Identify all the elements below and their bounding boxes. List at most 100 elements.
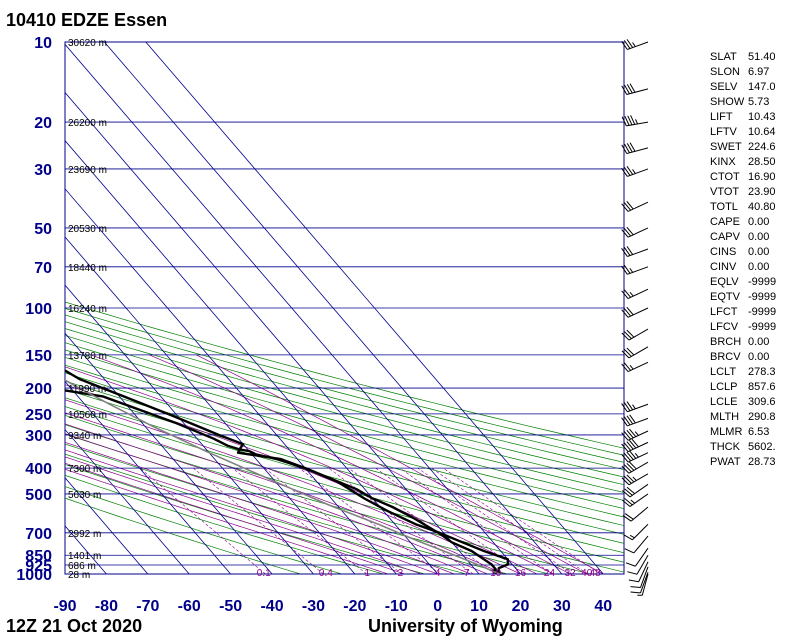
wind-barb-flag	[625, 562, 636, 567]
wind-barb-flag	[629, 267, 634, 273]
index-key: CTOT	[710, 171, 740, 183]
index-row: KINX 28.50	[710, 155, 776, 170]
wind-barb-flag	[623, 442, 632, 451]
temperature-tick-label: -70	[136, 598, 159, 615]
wind-barb-staff	[630, 506, 649, 522]
index-key: MLMR	[710, 426, 743, 438]
wind-barb	[622, 506, 649, 522]
wind-barb-flag	[623, 362, 632, 371]
wind-barb-flag	[631, 438, 639, 448]
wind-barb	[625, 547, 649, 567]
mixing-ratio-label: 0.4	[319, 568, 333, 579]
wind-barb-staff	[627, 168, 649, 177]
dry-adiabat	[65, 380, 624, 535]
wind-barb-flag	[630, 591, 641, 594]
wind-barb-flag	[624, 548, 635, 554]
wind-barb-flag	[623, 289, 632, 298]
index-key: KINX	[710, 156, 736, 168]
index-row: SLAT 51.40	[710, 50, 776, 65]
index-value: 147.0	[748, 81, 776, 93]
wind-barb-flag	[621, 167, 628, 177]
dry-adiabat	[65, 301, 624, 449]
temperature-tick-label: 0	[433, 598, 442, 615]
isotherm-line	[65, 332, 273, 574]
wind-barb-flag	[626, 415, 634, 425]
wind-barb-staff	[632, 523, 649, 541]
wind-barb-flag	[621, 477, 630, 486]
wind-barb-flag	[634, 431, 639, 436]
index-key: LFCT	[710, 306, 738, 318]
wind-barb	[627, 554, 649, 575]
wind-barb-flag	[623, 166, 631, 176]
index-row: MLTH 290.8	[710, 410, 776, 425]
wind-barb-flag	[624, 513, 634, 520]
wind-barb-staff	[627, 266, 649, 275]
index-value: 5.73	[748, 96, 770, 108]
index-key: LIFT	[710, 111, 733, 123]
dewpoint-trace	[65, 389, 501, 574]
isotherm-line	[65, 477, 149, 574]
wind-barb-flag	[624, 488, 633, 496]
wind-barb-flag	[629, 534, 635, 539]
wind-barb-flag	[621, 85, 628, 95]
wind-barb-flag	[629, 428, 637, 437]
wind-barb-flag	[626, 166, 634, 175]
wind-barb-flag	[621, 248, 628, 257]
wind-barb-flag	[624, 84, 630, 95]
moist-adiabat	[65, 441, 455, 574]
wind-barb-staff	[627, 288, 649, 299]
index-value: 16.90	[748, 171, 776, 183]
wind-barb-staff	[628, 346, 649, 359]
observation-time: 12Z 21 Oct 2020	[6, 616, 143, 636]
temperature-tick-label: 40	[594, 598, 612, 615]
wind-barb	[621, 401, 649, 413]
wind-barb	[621, 115, 649, 127]
moist-adiabat	[90, 354, 571, 574]
moist-adiabat	[65, 468, 389, 574]
wind-barb-flag	[623, 431, 632, 440]
wind-barb-flag	[623, 402, 631, 412]
wind-barb-staff	[628, 473, 649, 486]
wind-barb-staff	[640, 566, 649, 588]
wind-barb-staff	[627, 41, 649, 50]
dry-adiabat	[65, 486, 342, 574]
wind-barb-flag	[628, 461, 637, 470]
height-label: 5630 m	[68, 490, 101, 501]
index-row: PWAT 28.73	[710, 455, 776, 470]
wind-barb	[621, 39, 649, 50]
index-row: SELV 147.0	[710, 80, 776, 95]
height-label: 13780 m	[68, 351, 107, 362]
wind-barb-flag	[629, 83, 636, 93]
pressure-tick-label: 10	[34, 35, 52, 52]
index-key: LCLE	[710, 396, 738, 408]
wind-barb	[621, 246, 649, 257]
moist-adiabat	[65, 449, 438, 574]
wind-barb-flag	[626, 462, 635, 471]
index-row: SHOW 5.73	[710, 95, 776, 110]
wind-barb	[621, 361, 649, 373]
pressure-tick-label: 500	[25, 487, 52, 504]
pressure-tick-label: 700	[25, 526, 52, 543]
wind-barb-flag	[629, 450, 637, 459]
stability-indices: SLAT 51.40 SLON 6.97 SELV 147.0 SHOW 5.73 LIFT 10…	[710, 50, 776, 470]
wind-barb-flag	[626, 347, 635, 356]
mixing-ratio-label: 0.1	[257, 568, 271, 579]
height-label: 26200 m	[68, 118, 107, 129]
index-key: SLON	[710, 66, 740, 78]
index-row: LCLP 857.6	[710, 380, 776, 395]
wind-barb-flag	[627, 115, 633, 126]
wind-barb-flag	[632, 476, 637, 481]
dry-adiabat	[65, 424, 591, 574]
index-value: 5602.	[748, 441, 776, 453]
index-row: SLON 6.97	[710, 65, 776, 80]
index-value: -9999	[748, 276, 777, 288]
wind-barb-staff	[627, 361, 649, 373]
index-value: 309.6	[748, 396, 776, 408]
dry-adiabat	[65, 357, 624, 509]
wind-barb-flag	[621, 116, 627, 127]
wind-barb-flag	[623, 452, 632, 462]
wind-barb-flag	[621, 290, 629, 299]
wind-barb-flag	[626, 39, 634, 48]
index-row: LIFT 10.43	[710, 110, 776, 125]
